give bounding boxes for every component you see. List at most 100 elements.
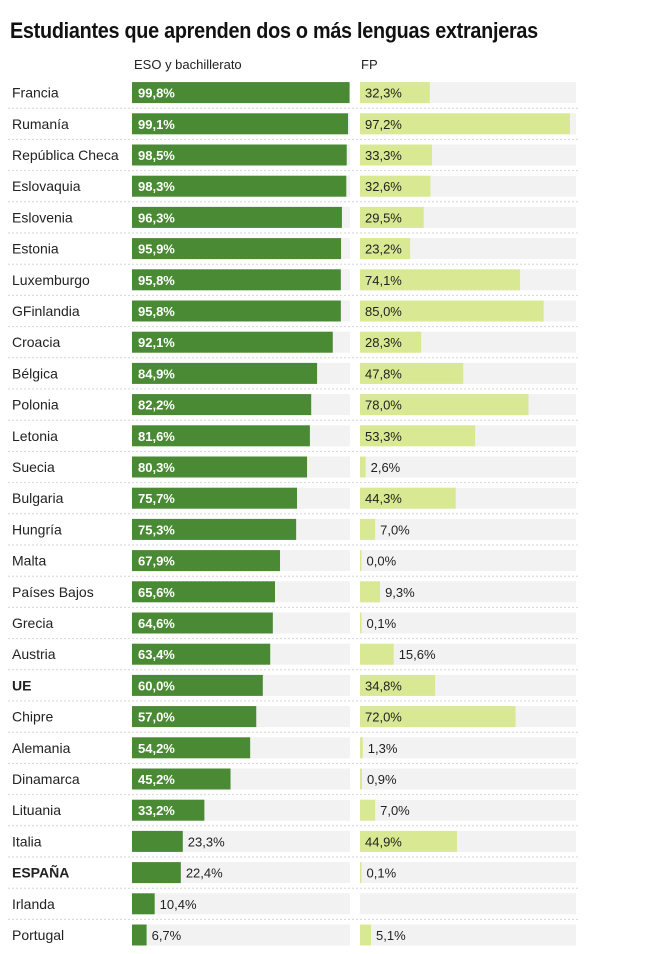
fp-value-label: 74,1% [365, 273, 402, 288]
row-label: Irlanda [12, 896, 55, 912]
fp-bar [360, 456, 366, 478]
row-label: Países Bajos [12, 584, 94, 600]
eso-bar [132, 612, 273, 634]
fp-bar [360, 924, 372, 946]
eso-bar [132, 206, 342, 228]
fp-value-label: 34,8% [365, 678, 402, 693]
row-label: Austria [12, 646, 56, 662]
fp-track [360, 518, 576, 540]
eso-value-label: 60,0% [138, 678, 175, 693]
eso-bar [132, 643, 271, 665]
eso-bar [132, 113, 349, 135]
fp-bar [360, 362, 464, 384]
eso-value-label: 75,7% [138, 491, 175, 506]
fp-bar [360, 487, 456, 509]
eso-bar [132, 487, 298, 509]
eso-bar [132, 175, 347, 197]
eso-track [132, 893, 350, 915]
eso-value-label: 92,1% [138, 335, 175, 350]
fp-bar [360, 830, 457, 852]
eso-bar [132, 706, 257, 728]
eso-value-label: 75,3% [138, 522, 175, 537]
row-label: Grecia [12, 615, 53, 631]
fp-bar [360, 113, 570, 135]
eso-value-label: 23,3% [188, 834, 225, 849]
eso-bar [132, 394, 312, 416]
row-label: Bulgaria [12, 490, 64, 506]
row-label: GFinlandia [12, 303, 80, 319]
eso-value-label: 81,6% [138, 429, 175, 444]
fp-bar [360, 674, 436, 696]
eso-value-label: 65,6% [138, 585, 175, 600]
eso-value-label: 99,1% [138, 117, 175, 132]
fp-bar [360, 550, 362, 572]
row-label: Italia [12, 833, 42, 849]
eso-bar [132, 238, 342, 260]
row-label: Suecia [12, 459, 55, 475]
fp-value-label: 0,1% [367, 866, 397, 881]
row-label: Bélgica [12, 365, 58, 381]
fp-value-label: 0,0% [367, 554, 397, 569]
fp-track [360, 924, 576, 946]
fp-bar [360, 82, 430, 104]
fp-track [360, 862, 576, 884]
fp-value-label: 85,0% [365, 304, 402, 319]
fp-value-label: 2,6% [371, 460, 401, 475]
fp-bar [360, 269, 521, 291]
row-label: Dinamarca [12, 771, 80, 787]
fp-value-label: 78,0% [365, 398, 402, 413]
fp-bar [360, 862, 362, 884]
fp-value-label: 72,0% [365, 710, 402, 725]
fp-bar [360, 768, 362, 790]
eso-value-label: 22,4% [186, 866, 223, 881]
fp-bar [360, 144, 432, 166]
eso-bar [132, 893, 155, 915]
eso-bar [132, 362, 318, 384]
fp-bar [360, 206, 424, 228]
chart-title: Estudiantes que aprenden dos o más lengu… [10, 18, 538, 43]
fp-bar [360, 737, 363, 759]
eso-value-label: 63,4% [138, 647, 175, 662]
fp-value-label: 9,3% [385, 585, 415, 600]
fp-value-label: 7,0% [380, 522, 410, 537]
row-label: Luxemburgo [12, 272, 90, 288]
fp-bar [360, 175, 431, 197]
row-label: Eslovenia [12, 209, 73, 225]
fp-track [360, 238, 576, 260]
eso-bar [132, 82, 350, 104]
column-header-fp: FP [361, 57, 378, 72]
fp-value-label: 32,3% [365, 86, 402, 101]
eso-value-label: 99,8% [138, 86, 175, 101]
eso-bar [132, 768, 231, 790]
fp-bar [360, 612, 362, 634]
fp-track [360, 893, 576, 915]
row-label: Portugal [12, 927, 64, 943]
fp-value-label: 44,9% [365, 834, 402, 849]
eso-value-label: 10,4% [160, 897, 197, 912]
fp-value-label: 7,0% [380, 803, 410, 818]
eso-value-label: 95,8% [138, 304, 175, 319]
eso-value-label: 84,9% [138, 366, 175, 381]
fp-bar [360, 581, 381, 603]
column-header-eso: ESO y bachillerato [134, 57, 242, 72]
fp-track [360, 768, 576, 790]
eso-bar [132, 269, 341, 291]
fp-track [360, 612, 576, 634]
eso-bar [132, 425, 310, 447]
eso-value-label: 80,3% [138, 460, 175, 475]
fp-value-label: 0,9% [367, 772, 397, 787]
eso-track [132, 924, 350, 946]
fp-bar [360, 238, 411, 260]
eso-value-label: 96,3% [138, 210, 175, 225]
row-label: Rumanía [12, 116, 69, 132]
eso-bar [132, 144, 347, 166]
fp-value-label: 0,1% [367, 616, 397, 631]
fp-bar [360, 394, 529, 416]
fp-bar [360, 425, 476, 447]
fp-value-label: 44,3% [365, 491, 402, 506]
eso-value-label: 67,9% [138, 554, 175, 569]
eso-value-label: 95,8% [138, 273, 175, 288]
row-label: Francia [12, 85, 59, 101]
eso-track [132, 862, 350, 884]
